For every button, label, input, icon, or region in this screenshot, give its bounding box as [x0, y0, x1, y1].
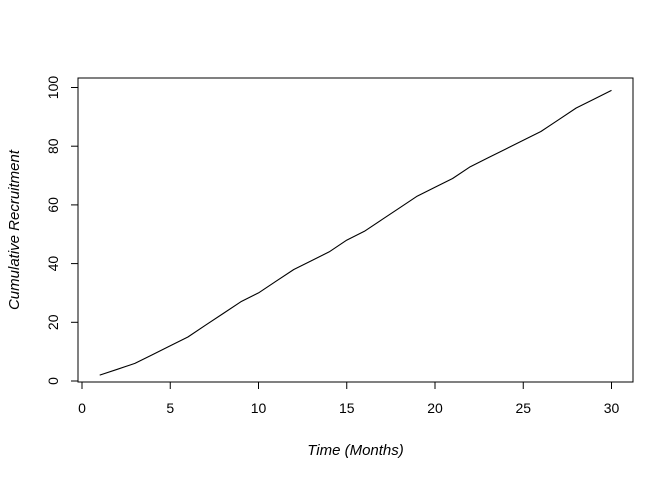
x-axis-title: Time (Months) — [307, 442, 404, 459]
x-tick-label: 15 — [339, 400, 355, 416]
x-tick-label: 20 — [427, 400, 443, 416]
y-tick-label: 100 — [45, 76, 61, 100]
y-tick-label: 20 — [45, 314, 61, 330]
x-tick-label: 10 — [251, 400, 267, 416]
x-axis-ticks: 0 5 10 15 20 25 30 — [78, 382, 619, 416]
y-tick-label: 0 — [45, 377, 61, 385]
y-axis-ticks: 0 20 40 60 80 100 — [45, 76, 78, 385]
x-tick-label: 25 — [515, 400, 531, 416]
y-tick-label: 60 — [45, 197, 61, 213]
x-tick-label: 5 — [166, 400, 174, 416]
y-tick-label: 80 — [45, 138, 61, 154]
x-tick-label: 0 — [78, 400, 86, 416]
y-axis-title: Cumulative Recruitment — [6, 149, 23, 311]
x-tick-label: 30 — [604, 400, 620, 416]
plot-box — [77, 77, 634, 383]
cumulative-recruitment-line — [99, 89, 612, 376]
y-tick-label: 40 — [45, 256, 61, 272]
